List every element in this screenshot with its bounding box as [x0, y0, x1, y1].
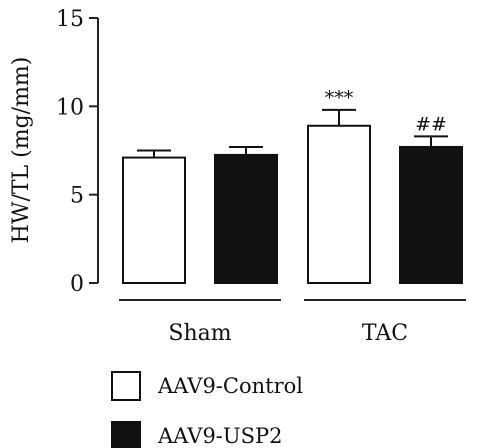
bar-sham-1	[122, 156, 186, 284]
legend-label: AAV9-USP2	[157, 424, 282, 448]
y-axis-label: HW/TL (mg/mm)	[9, 57, 34, 244]
significance-label: ##	[415, 113, 447, 135]
y-tick-label: 10	[56, 95, 84, 120]
y-tick-label: 0	[70, 272, 84, 297]
axes: 0 5 10 15 HW/TL (mg/mm) Sham TAC	[9, 7, 466, 346]
bar-tac-1	[307, 124, 371, 285]
legend-swatch	[111, 421, 141, 448]
y-tick-label: 15	[56, 7, 84, 32]
bar-sham-2	[214, 153, 278, 284]
significance-label: ***	[325, 87, 354, 109]
x-category-label: TAC	[362, 321, 408, 346]
bar-tac-2	[399, 145, 463, 284]
x-category-label: Sham	[168, 321, 231, 346]
legend-swatch	[111, 371, 141, 401]
y-tick-label: 5	[70, 184, 84, 209]
bars: *** ##	[122, 87, 463, 285]
legend-label: AAV9-Control	[157, 374, 303, 398]
legend: AAV9-Control AAV9-USP2	[111, 371, 303, 448]
